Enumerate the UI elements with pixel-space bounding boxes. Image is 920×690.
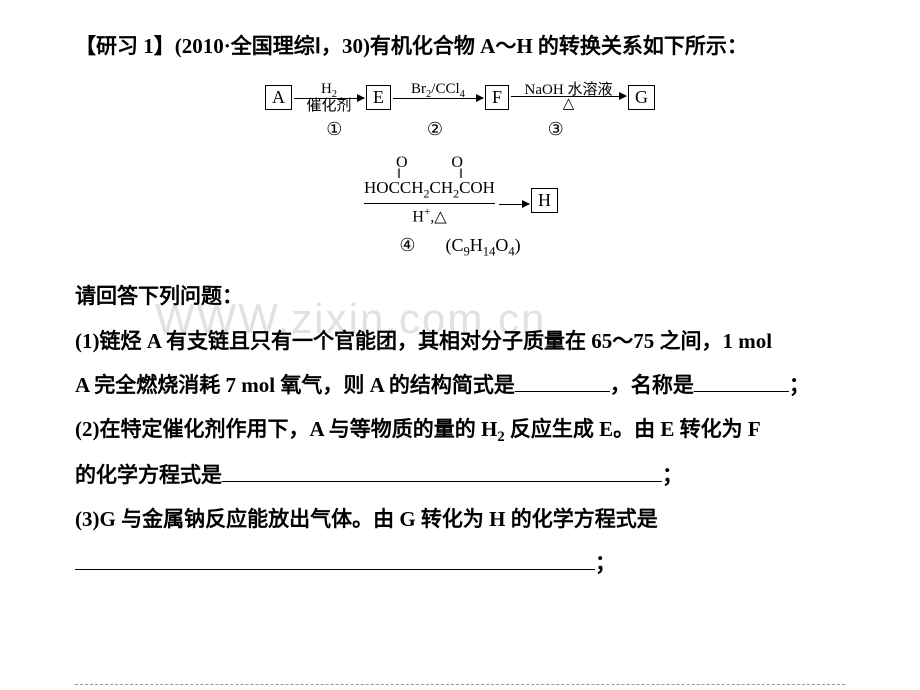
compound-box-a: A	[265, 85, 292, 110]
arrow-4-line	[499, 204, 529, 205]
reaction-diagram: A H2 催化剂 E Br2/CCl4 F NaOH 水溶液 △ G ① ②	[75, 82, 845, 260]
q3-text-1: (3)G 与金属钠反应能放出气体。由 G 转化为 H 的化学方程式是	[75, 507, 658, 531]
q2-end: ；	[662, 463, 683, 487]
circle-2: ②	[427, 119, 443, 140]
q3-end: ；	[595, 551, 616, 575]
compound-box-h: H	[531, 188, 558, 213]
question-1: (1)链烃 A 有支链且只有一个官能团，其相对分子质量在 65～75 之间，1 …	[75, 319, 845, 407]
q1-text-3: ，名称是	[610, 373, 694, 397]
compound-box-f: F	[485, 85, 509, 110]
exercise-title: 【研习 1】(2010·全国理综Ⅰ，30)有机化合物 A～H 的转换关系如下所示…	[75, 30, 845, 64]
diagram-reaction-chain: A H2 催化剂 E Br2/CCl4 F NaOH 水溶液 △ G	[265, 82, 655, 115]
q1-text-1: (1)链烃 A 有支链且只有一个官能团，其相对分子质量在 65～75 之间，1 …	[75, 329, 772, 353]
q2-text-2: 的化学方程式是	[75, 463, 222, 487]
arrow-2-bottom	[436, 99, 440, 114]
formula-main-text: HOCCH2CH2COH	[364, 178, 495, 204]
circle-4: ④	[399, 235, 415, 256]
compound-box-g: G	[628, 85, 655, 110]
q1-end: ；	[789, 373, 810, 397]
blank-equation-ef	[222, 461, 662, 482]
diagram-row-2: OO ‖‖ HOCCH2CH2COH H+,△ H	[75, 155, 845, 227]
compound-box-e: E	[366, 85, 391, 110]
blank-name	[694, 371, 789, 392]
formula-conditions: H+,△	[364, 206, 495, 226]
circle-3: ③	[548, 119, 564, 140]
arrow-4: OO ‖‖ HOCCH2CH2COH H+,△	[364, 155, 495, 227]
question-3: (3)G 与金属钠反应能放出气体。由 G 转化为 H 的化学方程式是 ；	[75, 497, 845, 585]
arrow-2: Br2/CCl4	[393, 82, 483, 115]
q2-text-1: (2)在特定催化剂作用下，A 与等物质的量的 H2 反应生成 E。由 E 转化为…	[75, 417, 761, 441]
step-numbers: ① ② ③	[75, 119, 845, 140]
questions-intro: 请回答下列问题：	[75, 274, 845, 318]
arrow-3-bottom: △	[563, 97, 575, 112]
reagent-formula: OO ‖‖ HOCCH2CH2COH H+,△	[364, 155, 495, 227]
blank-equation-gh	[75, 549, 595, 570]
arrow-3: NaOH 水溶液 △	[511, 83, 626, 112]
circle-1: ①	[326, 119, 342, 140]
question-2: (2)在特定催化剂作用下，A 与等物质的量的 H2 反应生成 E。由 E 转化为…	[75, 407, 845, 497]
page-divider	[75, 684, 845, 685]
arrow-1: H2 催化剂	[294, 82, 364, 115]
q1-text-2: A 完全燃烧消耗 7 mol 氧气，则 A 的结构简式是	[75, 373, 515, 397]
arrow-1-bottom: 催化剂	[306, 99, 351, 114]
blank-structure	[515, 371, 610, 392]
step-4-formula: ④ (C9H14O4)	[399, 235, 520, 260]
questions-section: 请回答下列问题： (1)链烃 A 有支链且只有一个官能团，其相对分子质量在 65…	[75, 274, 845, 585]
molecular-formula: (C9H14O4)	[445, 235, 520, 260]
